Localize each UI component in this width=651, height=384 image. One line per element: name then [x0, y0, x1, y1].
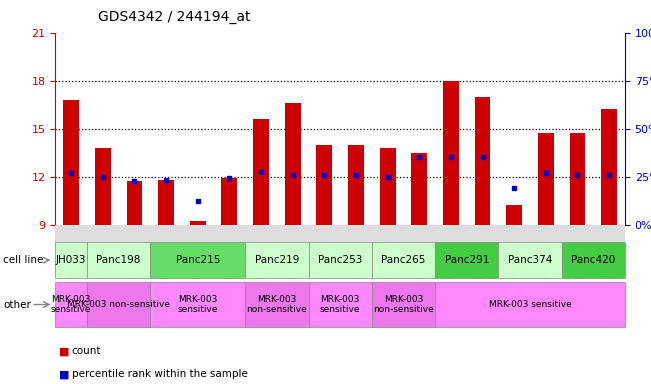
Text: GDS4342 / 244194_at: GDS4342 / 244194_at	[98, 10, 250, 23]
Text: MRK-003
sensitive: MRK-003 sensitive	[51, 295, 91, 314]
Text: percentile rank within the sample: percentile rank within the sample	[72, 369, 247, 379]
Bar	[316, 145, 332, 225]
Text: Panc291: Panc291	[445, 255, 489, 265]
Bar	[221, 178, 238, 225]
Text: MRK-003 sensitive: MRK-003 sensitive	[489, 300, 572, 309]
Text: Panc253: Panc253	[318, 255, 363, 265]
Bar	[411, 153, 427, 225]
Bar	[158, 180, 174, 225]
Text: ■: ■	[59, 346, 69, 356]
Bar	[570, 134, 585, 225]
Bar	[63, 100, 79, 225]
Bar	[348, 145, 364, 225]
Text: JH033: JH033	[56, 255, 87, 265]
Text: other: other	[3, 300, 31, 310]
Text: Panc374: Panc374	[508, 255, 552, 265]
Bar	[95, 148, 111, 225]
Text: MRK-003 non-sensitive: MRK-003 non-sensitive	[67, 300, 170, 309]
Text: Panc219: Panc219	[255, 255, 299, 265]
Text: MRK-003
sensitive: MRK-003 sensitive	[320, 295, 361, 314]
Text: Panc420: Panc420	[571, 255, 615, 265]
Text: Panc265: Panc265	[381, 255, 426, 265]
Bar	[126, 182, 143, 225]
Text: ■: ■	[59, 369, 69, 379]
Text: count: count	[72, 346, 101, 356]
Bar	[380, 148, 396, 225]
Text: cell line: cell line	[3, 255, 44, 265]
Text: Panc215: Panc215	[176, 255, 220, 265]
Bar	[253, 119, 269, 225]
Bar	[475, 97, 490, 225]
Bar	[443, 81, 459, 225]
Text: MRK-003
sensitive: MRK-003 sensitive	[178, 295, 218, 314]
Bar	[190, 222, 206, 225]
Text: Panc198: Panc198	[96, 255, 141, 265]
Bar	[538, 134, 554, 225]
Bar	[602, 109, 617, 225]
Bar	[506, 205, 522, 225]
Text: MRK-003
non-sensitive: MRK-003 non-sensitive	[373, 295, 434, 314]
Text: MRK-003
non-sensitive: MRK-003 non-sensitive	[247, 295, 307, 314]
Bar	[284, 103, 301, 225]
